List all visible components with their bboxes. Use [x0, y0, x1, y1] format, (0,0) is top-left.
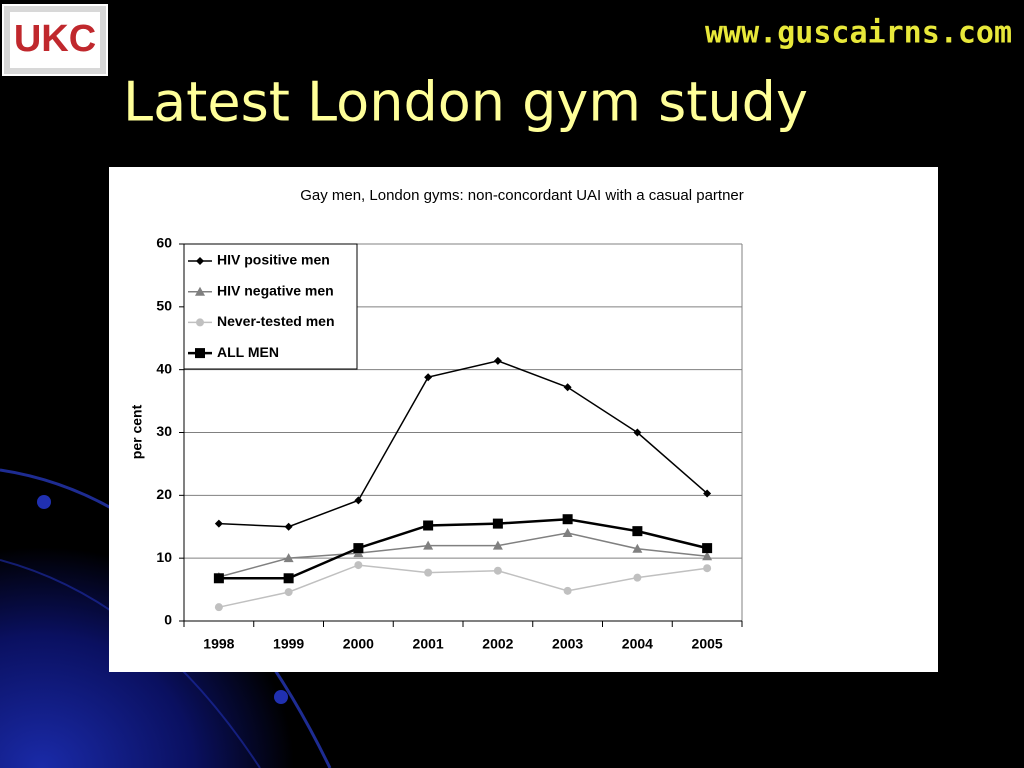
marker	[424, 568, 433, 577]
marker	[633, 428, 642, 437]
slide-title: Latest London gym study	[123, 71, 808, 134]
marker	[702, 543, 713, 554]
marker	[424, 373, 433, 382]
marker	[354, 561, 363, 570]
y-tick-label: 10	[156, 549, 172, 565]
y-tick-label: 30	[156, 423, 172, 439]
marker	[423, 540, 434, 550]
marker	[702, 551, 713, 561]
marker	[492, 540, 503, 550]
x-tick-label: 2002	[482, 636, 513, 652]
marker	[214, 603, 223, 612]
marker	[562, 528, 573, 538]
marker	[632, 526, 643, 537]
x-tick-label: 1998	[203, 636, 234, 652]
legend-label: ALL MEN	[217, 344, 279, 360]
marker	[562, 514, 573, 525]
marker	[213, 573, 224, 584]
x-tick-label: 1999	[273, 636, 304, 652]
marker	[493, 356, 502, 365]
y-tick-label: 60	[156, 235, 172, 251]
y-tick-label: 50	[156, 298, 172, 314]
marker	[563, 586, 572, 595]
legend-label: HIV positive men	[217, 252, 330, 268]
marker	[283, 573, 294, 584]
logo-text: UKC	[14, 18, 96, 60]
legend-box	[183, 243, 358, 370]
series-line	[218, 360, 708, 528]
swoosh-dot	[274, 690, 288, 704]
logo-inner	[10, 12, 100, 68]
y-tick-label: 0	[164, 612, 172, 628]
x-tick-label: 2000	[343, 636, 374, 652]
y-tick-label: 20	[156, 486, 172, 502]
marker	[354, 496, 363, 505]
y-tick-label: 40	[156, 360, 172, 376]
marker	[493, 566, 502, 575]
legend-marker	[196, 257, 204, 265]
marker	[284, 588, 293, 597]
legend-label: HIV negative men	[217, 282, 334, 298]
legend-marker	[196, 318, 204, 327]
series-line	[218, 532, 708, 578]
x-tick-label: 2003	[552, 636, 583, 652]
x-tick-label: 2001	[413, 636, 444, 652]
legend-label: Never-tested men	[217, 313, 335, 329]
x-tick-label: 2004	[622, 636, 653, 652]
marker	[353, 543, 364, 554]
marker	[703, 564, 712, 573]
series-line	[218, 564, 708, 608]
chart-title: Gay men, London gyms: non-concordant UAI…	[300, 187, 744, 204]
marker	[632, 543, 643, 553]
site-url: www.guscairns.com	[705, 16, 1012, 51]
marker	[284, 522, 293, 531]
chart-panel	[109, 167, 938, 672]
y-axis-label: per cent	[129, 404, 145, 459]
swoosh-dot	[37, 495, 51, 509]
legend-marker	[195, 286, 205, 296]
x-tick-label: 2005	[692, 636, 723, 652]
marker	[633, 573, 642, 582]
marker	[703, 489, 712, 498]
marker	[214, 519, 223, 528]
series-line	[218, 517, 708, 580]
marker	[283, 553, 294, 563]
marker	[423, 520, 434, 531]
marker	[492, 518, 503, 529]
marker	[563, 383, 572, 392]
legend-marker	[195, 348, 205, 359]
